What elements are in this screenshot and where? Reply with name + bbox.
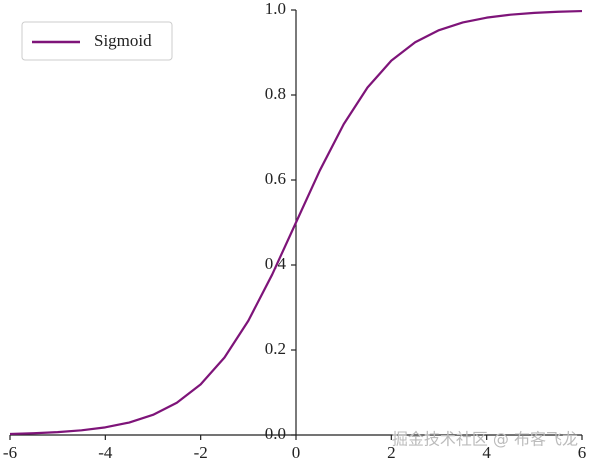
y-tick-label: 0.4 <box>265 254 287 273</box>
legend <box>21 21 173 61</box>
legend-label: Sigmoid <box>94 31 152 50</box>
x-tick-label: 0 <box>292 443 301 462</box>
x-tick-label: -2 <box>194 443 208 462</box>
x-tick-label: 2 <box>387 443 396 462</box>
x-tick-label: 4 <box>482 443 491 462</box>
x-tick-label: -6 <box>3 443 17 462</box>
x-tick-label: -4 <box>98 443 113 462</box>
y-tick-label: 0.6 <box>265 169 286 188</box>
y-tick-label: 0.2 <box>265 339 286 358</box>
y-tick-label: 0.8 <box>265 84 286 103</box>
x-tick-label: 6 <box>578 443 587 462</box>
y-tick-label: 0.0 <box>265 424 286 443</box>
watermark: 掘金技术社区 @ 布客飞龙 <box>392 430 578 449</box>
line <box>9 9 583 436</box>
y-tick-label: 1.0 <box>265 0 286 18</box>
